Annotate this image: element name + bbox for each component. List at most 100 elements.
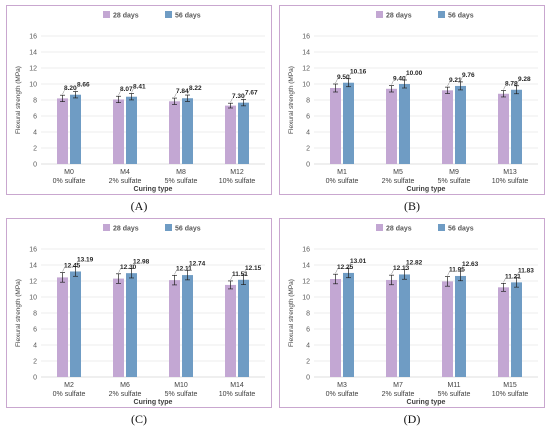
y-tick-label: 14	[29, 50, 37, 57]
bar	[126, 273, 137, 377]
bar	[113, 278, 124, 377]
data-label-leader	[243, 269, 246, 275]
y-tick-label: 2	[306, 359, 310, 366]
data-label: 9.76	[462, 72, 475, 79]
y-tick-label: 10	[302, 295, 310, 302]
y-tick-label: 12	[302, 279, 310, 286]
y-tick-label: 2	[33, 359, 37, 366]
data-label: 12.82	[406, 260, 423, 267]
x-tick-label: M5	[393, 169, 403, 176]
data-label-leader	[348, 263, 351, 268]
legend-label: 28 days	[113, 226, 139, 233]
bar	[442, 90, 453, 164]
legend-label: 56 days	[448, 13, 474, 20]
y-tick-label: 6	[306, 327, 310, 334]
y-tick-label: 4	[33, 130, 37, 137]
bar	[57, 277, 68, 377]
data-label-leader	[118, 268, 121, 273]
x-tick-label: 0% sulfate	[326, 391, 359, 398]
data-label: 11.51	[232, 271, 248, 278]
chart-panel-b: 28 days 56 days 0 2 4 6 8 10 12 14 16 Flexural stre…	[279, 5, 545, 195]
x-tick-label: 5% sulfate	[438, 391, 471, 398]
data-label: 11.83	[518, 268, 534, 275]
data-label-leader	[404, 264, 407, 269]
data-label-leader	[187, 89, 190, 95]
legend-swatch	[376, 224, 383, 231]
y-tick-label: 16	[302, 34, 310, 41]
x-tick-label: M8	[176, 169, 186, 176]
x-tick-label: M3	[337, 382, 347, 389]
data-label: 12.30	[120, 264, 137, 271]
data-label: 8.22	[189, 85, 202, 92]
bar	[70, 94, 81, 164]
legend-swatch	[376, 11, 383, 18]
y-tick-label: 0	[306, 162, 310, 169]
bar	[330, 88, 341, 164]
y-tick-label: 8	[306, 98, 310, 105]
x-tick-label: 10% sulfate	[219, 391, 256, 398]
y-tick-label: 12	[29, 66, 37, 73]
legend-swatch	[103, 224, 110, 231]
data-label-leader	[174, 270, 177, 275]
data-label-leader	[391, 270, 394, 275]
y-tick-label: 6	[306, 114, 310, 121]
y-tick-label: 4	[306, 130, 310, 137]
bar	[343, 82, 354, 164]
bar	[399, 274, 410, 377]
data-label: 12.45	[64, 263, 81, 270]
data-label: 8.07	[120, 86, 133, 93]
x-tick-label: M11	[447, 382, 460, 389]
data-label: 12.98	[133, 258, 150, 265]
data-label-leader	[447, 271, 450, 276]
legend-label: 28 days	[113, 13, 139, 20]
x-tick-label: 2% sulfate	[109, 391, 142, 398]
y-tick-label: 14	[302, 263, 310, 270]
chart-svg-d: 28 days 56 days 0 2 4 6 8 10 12 14 16 Flexural stre…	[288, 224, 538, 406]
data-label: 10.00	[406, 70, 423, 77]
data-label-leader	[516, 80, 519, 85]
x-tick-label: M4	[120, 169, 130, 176]
data-label: 12.15	[245, 265, 262, 272]
bar	[126, 96, 137, 164]
bar	[182, 98, 193, 164]
bar	[169, 280, 180, 377]
data-label-leader	[118, 91, 121, 96]
data-label-leader	[75, 86, 78, 91]
data-label: 7.30	[232, 93, 245, 100]
y-tick-label: 4	[33, 343, 37, 350]
panel-label-a: (A)	[130, 199, 148, 213]
x-tick-label: 0% sulfate	[326, 178, 359, 185]
chart-panel-c: 28 days 56 days 0 2 4 6 8 10 12 14 16 Flexural stre…	[6, 218, 272, 408]
y-tick-label: 0	[306, 375, 310, 382]
x-tick-label: M12	[230, 169, 244, 176]
y-tick-label: 0	[33, 162, 37, 169]
data-label-leader	[243, 94, 246, 99]
data-label-leader	[460, 76, 463, 82]
data-label: 9.28	[518, 76, 531, 83]
y-tick-label: 16	[29, 247, 37, 254]
x-tick-label: M2	[64, 382, 74, 389]
data-label: 12.63	[462, 261, 479, 268]
data-label-leader	[131, 263, 134, 268]
y-axis-label: Flexural strength (MPa)	[15, 66, 22, 134]
bar	[511, 282, 522, 377]
data-label: 9.40	[393, 76, 406, 83]
bar	[225, 284, 236, 377]
x-tick-label: M0	[64, 169, 74, 176]
legend-swatch	[438, 224, 445, 231]
data-label: 12.11	[176, 265, 192, 272]
legend-swatch	[438, 11, 445, 18]
x-tick-label: 5% sulfate	[165, 178, 198, 185]
bar	[169, 101, 180, 164]
bar	[70, 271, 81, 377]
bar	[386, 279, 397, 377]
chart-svg-c: 28 days 56 days 0 2 4 6 8 10 12 14 16 Flexural stre…	[15, 224, 265, 406]
x-tick-label: M15	[503, 382, 517, 389]
y-axis-label: Flexural strength (MPa)	[288, 279, 295, 347]
bar	[386, 88, 397, 164]
x-tick-label: 2% sulfate	[382, 391, 415, 398]
data-label: 8.78	[505, 81, 518, 88]
y-tick-label: 2	[33, 146, 37, 153]
y-tick-label: 2	[306, 146, 310, 153]
data-label-leader	[516, 272, 519, 277]
